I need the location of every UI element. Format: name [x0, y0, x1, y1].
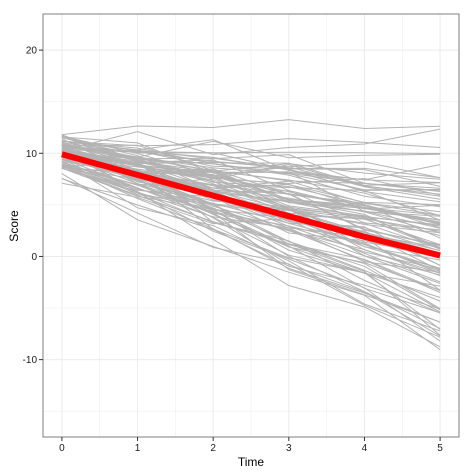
x-tick-label: 0 [59, 443, 65, 454]
individual-series-line [61, 158, 441, 210]
individual-series-line [61, 144, 441, 189]
individual-series-line [61, 119, 441, 136]
y-tick-label: 10 [26, 149, 38, 160]
individual-series-line [61, 178, 441, 310]
individual-series-line [61, 136, 441, 203]
individual-series-line [61, 128, 441, 156]
mean-trend-layer [61, 151, 441, 259]
individual-series-line [61, 135, 441, 250]
x-tick-label: 2 [210, 443, 216, 454]
x-tick-label: 4 [362, 443, 368, 454]
y-tick-label: 0 [31, 252, 37, 263]
individual-series-line [61, 148, 441, 274]
plot-panel-border [42, 13, 460, 438]
individual-series-line [61, 173, 441, 351]
individual-series-line [61, 145, 441, 342]
mean-trend-line [61, 151, 441, 259]
y-axis-title: Score [7, 210, 21, 242]
x-tick-label: 3 [286, 443, 292, 454]
individual-series-line [61, 177, 441, 338]
individual-series-line [61, 161, 441, 272]
individual-series-line [61, 162, 441, 195]
individual-series-line [61, 140, 441, 208]
individual-series-line [61, 158, 441, 249]
individual-series-line [61, 143, 441, 229]
individual-series-line [61, 167, 441, 252]
individual-series-line [61, 158, 441, 311]
x-axis-ticks: 0 1 2 3 4 5 [59, 437, 443, 454]
x-tick-label: 1 [135, 443, 141, 454]
y-tick-label: 20 [26, 46, 38, 57]
individual-series-line [61, 148, 441, 293]
individual-series-line [61, 134, 441, 336]
individual-series-line [61, 150, 441, 234]
x-tick-label: 5 [437, 443, 443, 454]
y-axis-ticks: -10 0 10 20 [23, 46, 43, 366]
individual-series-line [61, 136, 441, 217]
x-axis-title: Time [238, 455, 265, 469]
y-tick-label: -10 [23, 355, 38, 366]
